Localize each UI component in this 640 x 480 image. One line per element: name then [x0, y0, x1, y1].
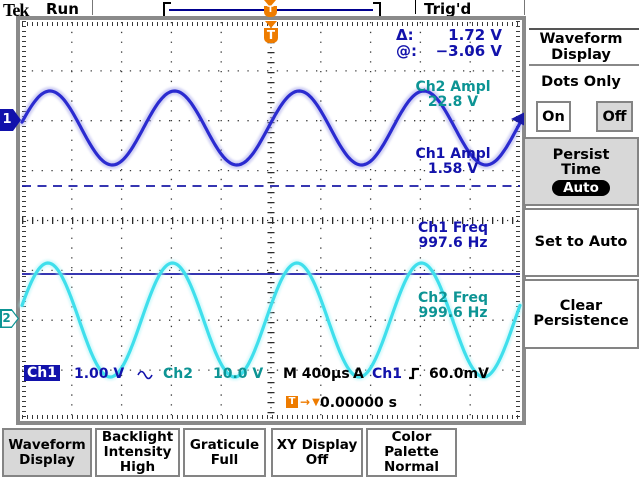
ch1-reference-marker: 1 [0, 109, 21, 131]
bottom-menu-waveform-display[interactable]: Waveform Display [2, 428, 92, 477]
trigger-point-t-icon: T [264, 28, 278, 43]
dots-only-on-button[interactable]: On [536, 101, 571, 132]
topbar-divider3 [524, 0, 525, 15]
waveform-traces [18, 86, 524, 381]
arrow-right-icon: → [300, 395, 311, 409]
ch1-trace [20, 89, 522, 167]
tek-logo: Tek [3, 0, 29, 20]
trigger-status: Trig'd [424, 0, 472, 18]
cursor-delta-label: Δ: [396, 26, 414, 44]
side-menu-title-overline [529, 28, 639, 30]
ch1-scale-value: 1.00 V [74, 366, 125, 382]
acquisition-status: Run [46, 0, 79, 18]
bottom-menu-backlight-intensity[interactable]: Backlight Intensity High [95, 428, 180, 477]
measurement-ch1-ampl: Ch1 Ampl 1.58 V [415, 146, 491, 177]
dots-only-off-button[interactable]: Off [596, 101, 633, 132]
cursor-delta-value: 1.72 V [448, 26, 502, 44]
persist-time-value: Auto [552, 179, 610, 196]
trigger-position-arrow-icon [264, 0, 276, 7]
trigger-point-arrow-icon [265, 21, 277, 28]
ch2-trace [20, 261, 522, 379]
cursor-at-label: @: [396, 42, 417, 60]
side-menu-title: Waveform Display [539, 31, 623, 63]
timebase-readout: M 400µs [283, 366, 350, 382]
measurement-ch2-ampl: Ch2 Ampl 22.8 V [415, 79, 491, 110]
measurement-ch1-freq: Ch1 Freq 997.6 Hz [418, 220, 488, 251]
ch1-scale-badge: Ch1 [24, 365, 60, 381]
trigger-mode: A [353, 366, 364, 382]
trigger-t-small-icon: T [286, 396, 298, 408]
trigger-level-arrow-icon [511, 112, 524, 126]
trigger-source: Ch1 [372, 366, 402, 382]
bottom-menu-xy-display[interactable]: XY Display Off [271, 428, 363, 477]
trigger-position-t-icon: T [264, 6, 277, 17]
ch2-reference-marker: 2 [0, 309, 19, 328]
topbar-divider2 [415, 0, 416, 14]
bottom-menu-graticule[interactable]: Graticule Full [183, 428, 266, 477]
side-menu-title-underline [529, 64, 639, 66]
cursor-readout: Δ: 1.72 V @: −3.06 V [396, 27, 502, 59]
ch2-scale-value: 10.0 V [213, 366, 264, 382]
ch2-label: Ch2 [163, 366, 193, 382]
topbar-divider [92, 0, 93, 15]
bottom-menu-color-palette[interactable]: Color Palette Normal [366, 428, 457, 477]
set-to-auto-button[interactable]: Set to Auto [523, 208, 639, 277]
measurement-ch2-freq: Ch2 Freq 999.6 Hz [418, 290, 488, 321]
arrow-down-icon: ▼ [312, 396, 320, 408]
trigger-time-indicator: T → ▼ [286, 395, 320, 409]
rising-edge-icon [409, 367, 419, 380]
trigger-time-value: 0.00000 s [320, 395, 397, 411]
persist-time-button[interactable]: Persist Time Auto [523, 137, 639, 206]
cursor-at-value: −3.06 V [435, 42, 502, 60]
ac-coupling-icon [137, 370, 153, 380]
trigger-level-readout: 60.0mV [429, 366, 489, 382]
dots-only-label: Dots Only [541, 74, 621, 90]
graticule-center-axes [22, 22, 520, 419]
graticule-edge-ticks [22, 21, 520, 420]
clear-persistence-button[interactable]: Clear Persistence [523, 279, 639, 349]
